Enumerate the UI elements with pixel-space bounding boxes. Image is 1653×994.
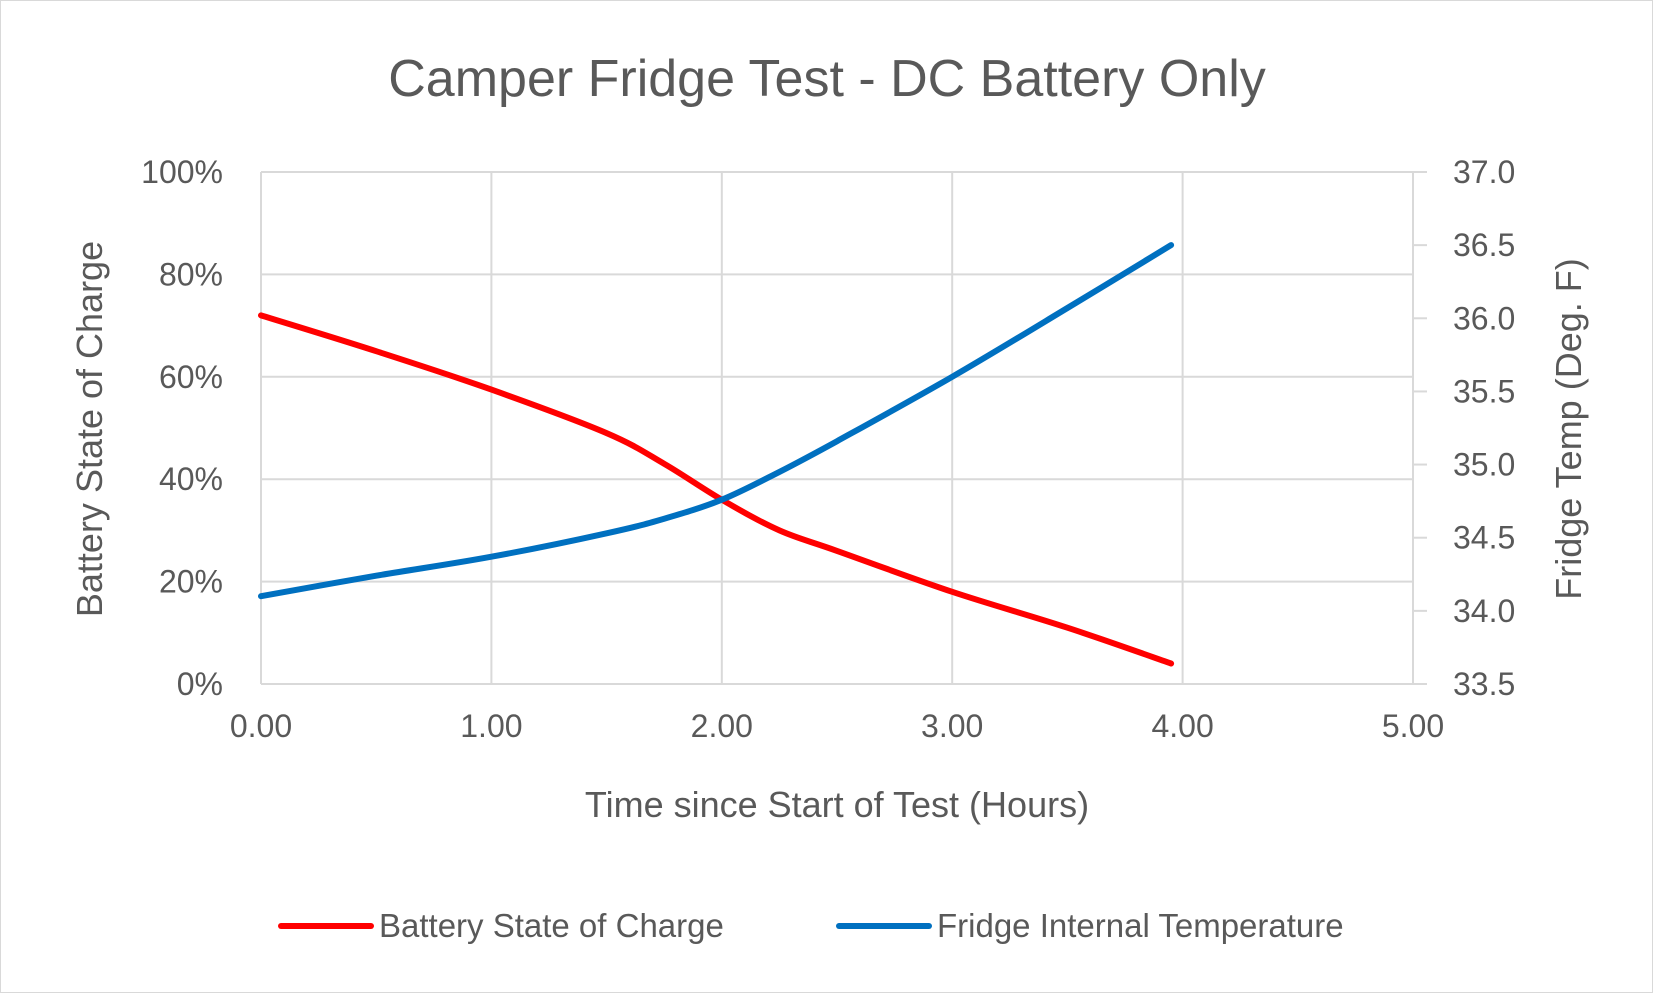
x-tick-label: 2.00 [691,708,753,744]
x-axis-label: Time since Start of Test (Hours) [585,784,1089,825]
y-tick-label: 0% [177,666,223,702]
y-axis-label: Battery State of Charge [69,241,110,617]
y2-tick-label: 36.5 [1453,227,1515,263]
series-line-battery [258,312,1175,667]
y-tick-label: 100% [141,154,223,190]
chart-title: Camper Fridge Test - DC Battery Only [388,50,1266,108]
y2-tick-label: 34.5 [1453,520,1515,556]
x-tick-label: 1.00 [460,708,522,744]
y-tick-label: 20% [159,564,223,600]
series-line-fridge [258,242,1175,600]
gridlines [260,171,1427,685]
y2-tick-label: 33.5 [1453,666,1515,702]
legend-label-fridge: Fridge Internal Temperature [937,907,1344,944]
series-lines [258,242,1175,667]
y2-axis-label: Fridge Temp (Deg. F) [1548,258,1589,599]
x-tick-label: 5.00 [1382,708,1444,744]
y-tick-label: 40% [159,461,223,497]
x-tick-label: 0.00 [230,708,292,744]
y-tick-label: 60% [159,359,223,395]
y2-tick-label: 36.0 [1453,300,1515,336]
x-tick-label: 3.00 [921,708,983,744]
y2-tick-label: 34.0 [1453,593,1515,629]
y2-tick-label: 35.0 [1453,447,1515,483]
x-tick-label: 4.00 [1151,708,1213,744]
y2-tick-label: 37.0 [1453,154,1515,190]
y-tick-labels: 0% 20% 40% 60% 80% 100% [141,154,223,702]
y2-tick-label: 35.5 [1453,373,1515,409]
legend-label-battery: Battery State of Charge [379,907,724,944]
x-tick-labels: 0.00 1.00 2.00 3.00 4.00 5.00 [230,708,1444,744]
legend: Battery State of Charge Fridge Internal … [278,907,1344,944]
y2-tick-labels: 33.5 34.0 34.5 35.0 35.5 36.0 36.5 37.0 [1453,154,1515,702]
y-tick-label: 80% [159,256,223,292]
